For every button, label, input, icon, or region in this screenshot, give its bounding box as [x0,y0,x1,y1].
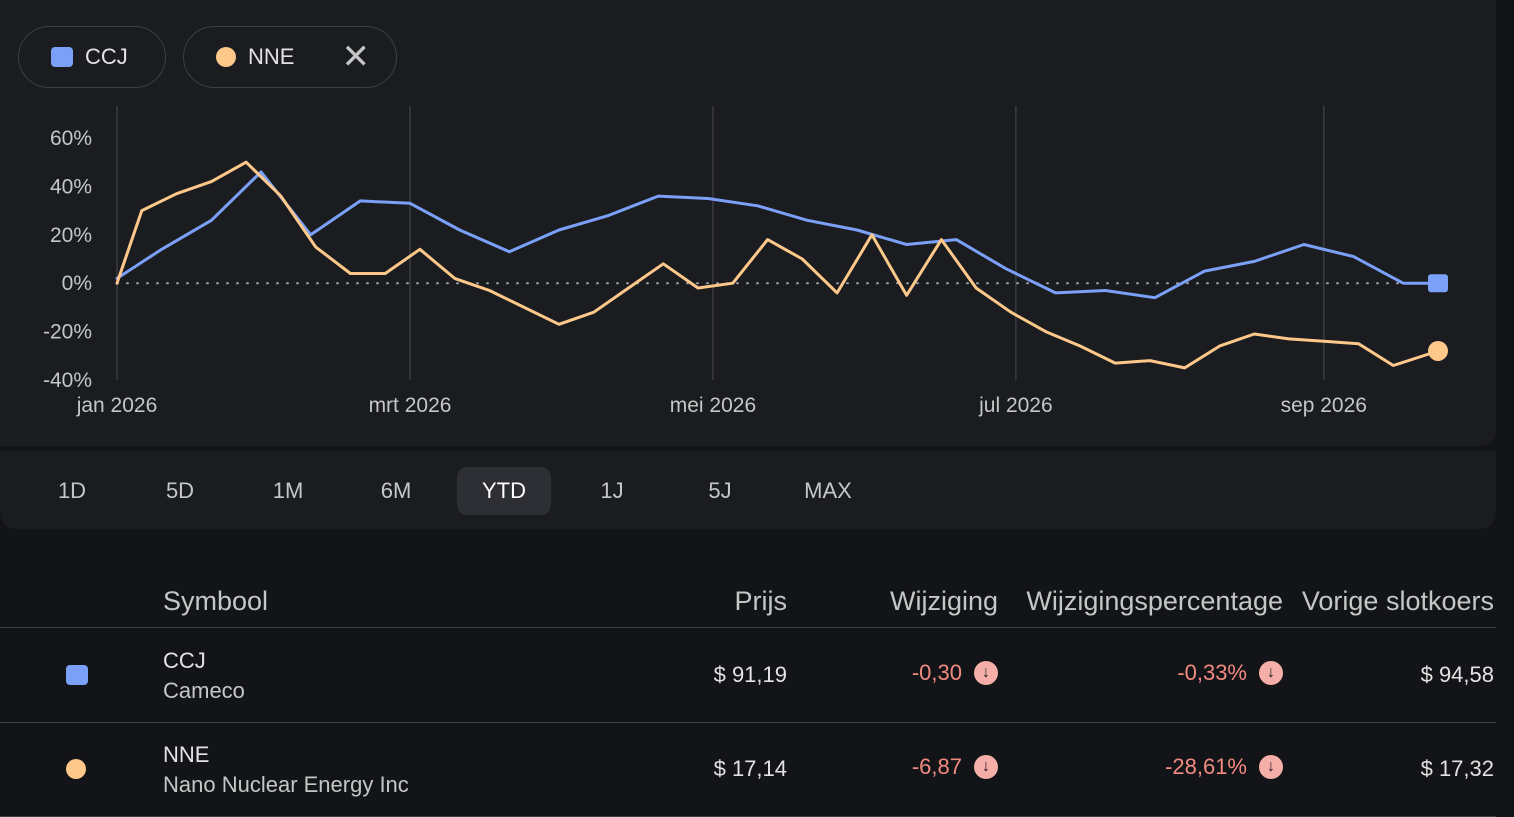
header-price[interactable]: Prijs [734,586,788,616]
row-change: -6,87 ↓ [912,754,998,780]
table-header: Symbool Prijs Wijziging Wijzigingspercen… [0,560,1496,628]
chip-nne[interactable]: NNE ✕ [183,26,397,88]
series-line-ccj [115,170,1440,300]
header-change[interactable]: Wijziging [889,586,998,616]
row-price: $ 91,19 [713,662,787,687]
range-5j[interactable]: 5J [708,478,732,503]
header-prev-close[interactable]: Vorige slotkoers [1301,586,1494,616]
arrow-down-circle-icon: ↓ [1259,755,1283,779]
series-end-marker-ccj [1428,274,1448,293]
chip-nne-label: NNE [248,44,295,69]
y-tick-label: -20% [43,321,92,344]
range-1d[interactable]: 1D [57,478,87,503]
y-tick-label: 20% [50,224,92,247]
table-row[interactable]: CCJ Cameco $ 91,19 -0,30 ↓ -0,33% ↓ $ 94… [0,628,1496,723]
x-tick-label: sep 2026 [1281,394,1367,417]
ccj-square-icon [66,665,88,685]
row-price: $ 17,14 [713,756,787,781]
range-1j[interactable]: 1J [600,478,624,503]
y-tick-label: 0% [62,272,92,295]
row-company-name: Nano Nuclear Energy Inc [163,772,409,797]
range-ytd[interactable]: YTD [457,467,551,515]
range-1m[interactable]: 1M [272,478,304,503]
series-end-marker-nne [1428,340,1448,361]
y-tick-label: 40% [50,175,92,198]
header-change-pct[interactable]: Wijzigingspercentage [1026,586,1283,616]
line-chart[interactable]: jan 2026 mrt 2026 mei 2026 jul 2026 sep 2026… [0,100,1496,420]
close-icon[interactable]: ✕ [341,38,371,76]
y-tick-label: -40% [43,369,92,392]
arrow-down-circle-icon: ↓ [1259,661,1283,685]
row-symbol: NNE [163,742,210,767]
row-change: -0,30 ↓ [912,660,998,686]
time-range-selector: 1D 5D 1M 6M YTD 1J 5J MAX [0,451,1496,529]
symbol-chips: CCJ NNE ✕ [18,26,397,88]
range-5d[interactable]: 5D [165,478,195,503]
nne-legend-circle-icon [216,47,236,67]
range-6m[interactable]: 6M [380,478,412,503]
ccj-legend-square-icon [51,47,73,67]
row-prev-close: $ 17,32 [1420,756,1494,781]
chip-ccj-label: CCJ [85,44,128,69]
arrow-down-circle-icon: ↓ [974,755,998,779]
row-change-pct-value: -28,61% [1165,754,1247,779]
x-tick-label: mrt 2026 [369,394,452,417]
header-symbol[interactable]: Symbool [163,586,269,616]
row-prev-close: $ 94,58 [1420,662,1494,687]
row-change-value: -6,87 [911,754,962,779]
chip-ccj[interactable]: CCJ [18,26,166,88]
arrow-down-circle-icon: ↓ [974,661,998,685]
range-max[interactable]: MAX [804,478,852,503]
table-row[interactable]: NNE Nano Nuclear Energy Inc $ 17,14 -6,8… [0,722,1496,817]
comparison-chart-panel: CCJ NNE ✕ jan 2026 mrt 2026 mei 2026 jul 20… [0,26,1496,420]
x-tick-label: jul 2026 [978,394,1053,417]
series-line-nne [115,160,1440,370]
y-tick-label: 60% [50,127,92,150]
x-tick-label: mei 2026 [670,394,756,417]
row-change-value: -0,30 [911,660,962,685]
row-change-pct: -0,33% ↓ [1177,660,1283,686]
row-change-pct: -28,61% ↓ [1165,754,1283,780]
row-symbol: CCJ [163,648,206,673]
row-company-name: Cameco [163,678,245,703]
row-change-pct-value: -0,33% [1177,660,1247,685]
nne-circle-icon [66,759,86,779]
x-tick-label: jan 2026 [76,394,158,417]
